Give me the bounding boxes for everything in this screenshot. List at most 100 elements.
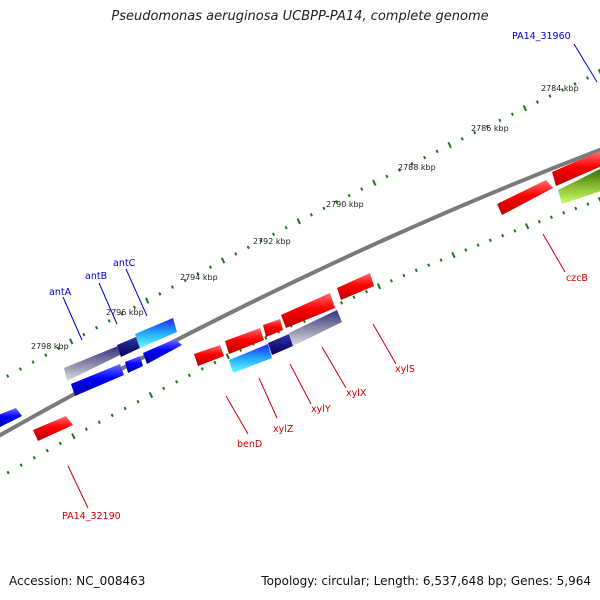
inner-scale-tick xyxy=(524,223,530,230)
gene-czc-cluster[interactable] xyxy=(497,151,600,215)
gene-arrow-red-czc-2[interactable] xyxy=(552,151,600,186)
gene-arrow-red-a[interactable] xyxy=(194,345,224,366)
gene-xyl-cluster[interactable] xyxy=(194,273,374,373)
gene-arrow-navy-x[interactable] xyxy=(268,334,293,355)
gene-arrow-grey-x[interactable] xyxy=(289,310,342,346)
inner-scale-tick xyxy=(562,211,566,215)
gene-arrow-grey[interactable] xyxy=(64,346,122,381)
outer-scale-tick xyxy=(271,232,276,237)
inner-scale-tick xyxy=(58,441,62,446)
inner-scale-tick xyxy=(402,273,406,278)
inner-scale-tick xyxy=(501,233,505,238)
outer-scale-tick xyxy=(360,187,364,191)
scale-label-2788: 2788 kbp xyxy=(398,163,436,172)
leader-line-bend xyxy=(225,395,249,435)
inner-scale-tick xyxy=(414,268,418,273)
outer-scale-tick xyxy=(56,346,61,351)
gene-arrow-green-czc[interactable] xyxy=(558,168,600,204)
gene-arrow-blue-3[interactable] xyxy=(143,339,182,364)
genome-summary-text: Topology: circular; Length: 6,537,648 bp… xyxy=(261,574,591,588)
gene-label-xyly[interactable]: xylY xyxy=(311,404,331,415)
inner-scale-tick xyxy=(376,283,382,290)
outer-scale-tick xyxy=(435,149,439,154)
outer-scale-tick xyxy=(535,100,539,104)
inner-scale-tick xyxy=(586,202,590,206)
gene-label-xyls[interactable]: xylS xyxy=(395,364,415,375)
gene-arrow-red-c[interactable] xyxy=(263,319,283,337)
outer-scale-tick xyxy=(158,292,162,296)
gene-arrow-red-lower[interactable] xyxy=(33,416,73,441)
gene-arrow-cyan[interactable] xyxy=(135,318,177,348)
outer-scale-tick xyxy=(107,319,111,323)
outer-scale-tick xyxy=(246,245,250,250)
outer-scale-tick xyxy=(94,325,99,330)
gene-arrow-blue-left[interactable] xyxy=(0,408,22,428)
inner-scale-tick xyxy=(45,448,49,453)
gene-arrow-red-d[interactable] xyxy=(281,293,335,328)
outer-scale-tick xyxy=(183,278,187,283)
scale-label-2796: 2796 kbp xyxy=(106,308,144,317)
gene-label-xylx[interactable]: xylX xyxy=(346,388,367,399)
inner-scale-tick xyxy=(574,206,578,211)
leader-line-antb xyxy=(98,282,118,325)
outer-scale-tick xyxy=(31,360,35,364)
scale-label-2790: 2790 kbp xyxy=(326,200,364,209)
gene-label-bend[interactable]: benD xyxy=(237,439,262,450)
outer-scale-tick xyxy=(597,68,600,76)
outer-scale-tick xyxy=(82,332,86,337)
gene-arrow-red-czc-1[interactable] xyxy=(497,180,553,215)
gene-arrow-cyan-x[interactable] xyxy=(229,344,272,373)
outer-scale-tick xyxy=(234,252,238,256)
scale-label-2798: 2798 kbp xyxy=(31,342,69,351)
gene-arrow-red-e[interactable] xyxy=(337,273,374,300)
outer-scale-tick xyxy=(548,94,552,98)
outer-scale-tick xyxy=(259,239,263,243)
outer-scale-tick xyxy=(145,297,150,304)
inner-scale-tick xyxy=(264,336,268,340)
gene-label-antc[interactable]: antC xyxy=(113,258,136,269)
leader-line-anta xyxy=(62,296,83,341)
gene-label-xylz[interactable]: xylZ xyxy=(273,424,294,435)
outer-scale-tick xyxy=(423,155,427,160)
inner-scale-tick xyxy=(6,470,10,475)
inner-scale-tick xyxy=(427,263,431,267)
scale-label-2794: 2794 kbp xyxy=(180,273,218,282)
outer-scale-tick xyxy=(68,338,74,345)
inner-scale-tick xyxy=(200,367,204,371)
inner-scale-tick xyxy=(19,463,23,467)
outer-scale-tick xyxy=(208,265,212,269)
outer-scale-tick xyxy=(322,206,326,211)
inner-scale-tick xyxy=(225,353,230,360)
gene-arrow-red-b[interactable] xyxy=(225,328,264,354)
outer-scale-tick xyxy=(196,271,200,276)
inner-scale-tick xyxy=(464,248,468,252)
scale-label-2784: 2784 kbp xyxy=(541,84,579,93)
outer-scale-tick xyxy=(510,112,514,117)
gene-arrow-blue-1[interactable] xyxy=(71,364,124,396)
gene-arrow-navy[interactable] xyxy=(117,337,140,357)
outer-scale-track xyxy=(6,68,600,378)
inner-scale-tick xyxy=(339,301,344,305)
inner-scale-tick xyxy=(439,258,443,262)
inner-scale-tick xyxy=(364,289,369,294)
scale-label-2786: 2786 kbp xyxy=(471,124,509,133)
inner-scale-tick xyxy=(537,219,541,224)
inner-scale-tick xyxy=(187,373,191,378)
gene-arrow-blue-2[interactable] xyxy=(125,356,143,373)
gene-label-pa14-31960[interactable]: PA14_31960 xyxy=(512,31,571,42)
inner-scale-tick xyxy=(488,238,492,243)
outer-scale-tick xyxy=(284,225,288,230)
outer-scale-tick xyxy=(309,212,313,217)
outer-scale-tick xyxy=(397,168,401,172)
gene-ant-operon[interactable] xyxy=(64,318,182,396)
outer-scale-tick xyxy=(347,193,351,198)
gene-label-pa14-32190[interactable]: PA14_32190 xyxy=(62,511,121,522)
outer-scale-tick xyxy=(460,137,464,141)
gene-label-anta[interactable]: antA xyxy=(49,287,72,298)
gene-label-czcb[interactable]: czcB xyxy=(566,273,588,284)
inner-scale-tick xyxy=(71,433,76,440)
outer-scale-tick xyxy=(585,76,590,80)
outer-scale-tick xyxy=(447,141,452,149)
gene-label-antb[interactable]: antB xyxy=(85,271,107,282)
